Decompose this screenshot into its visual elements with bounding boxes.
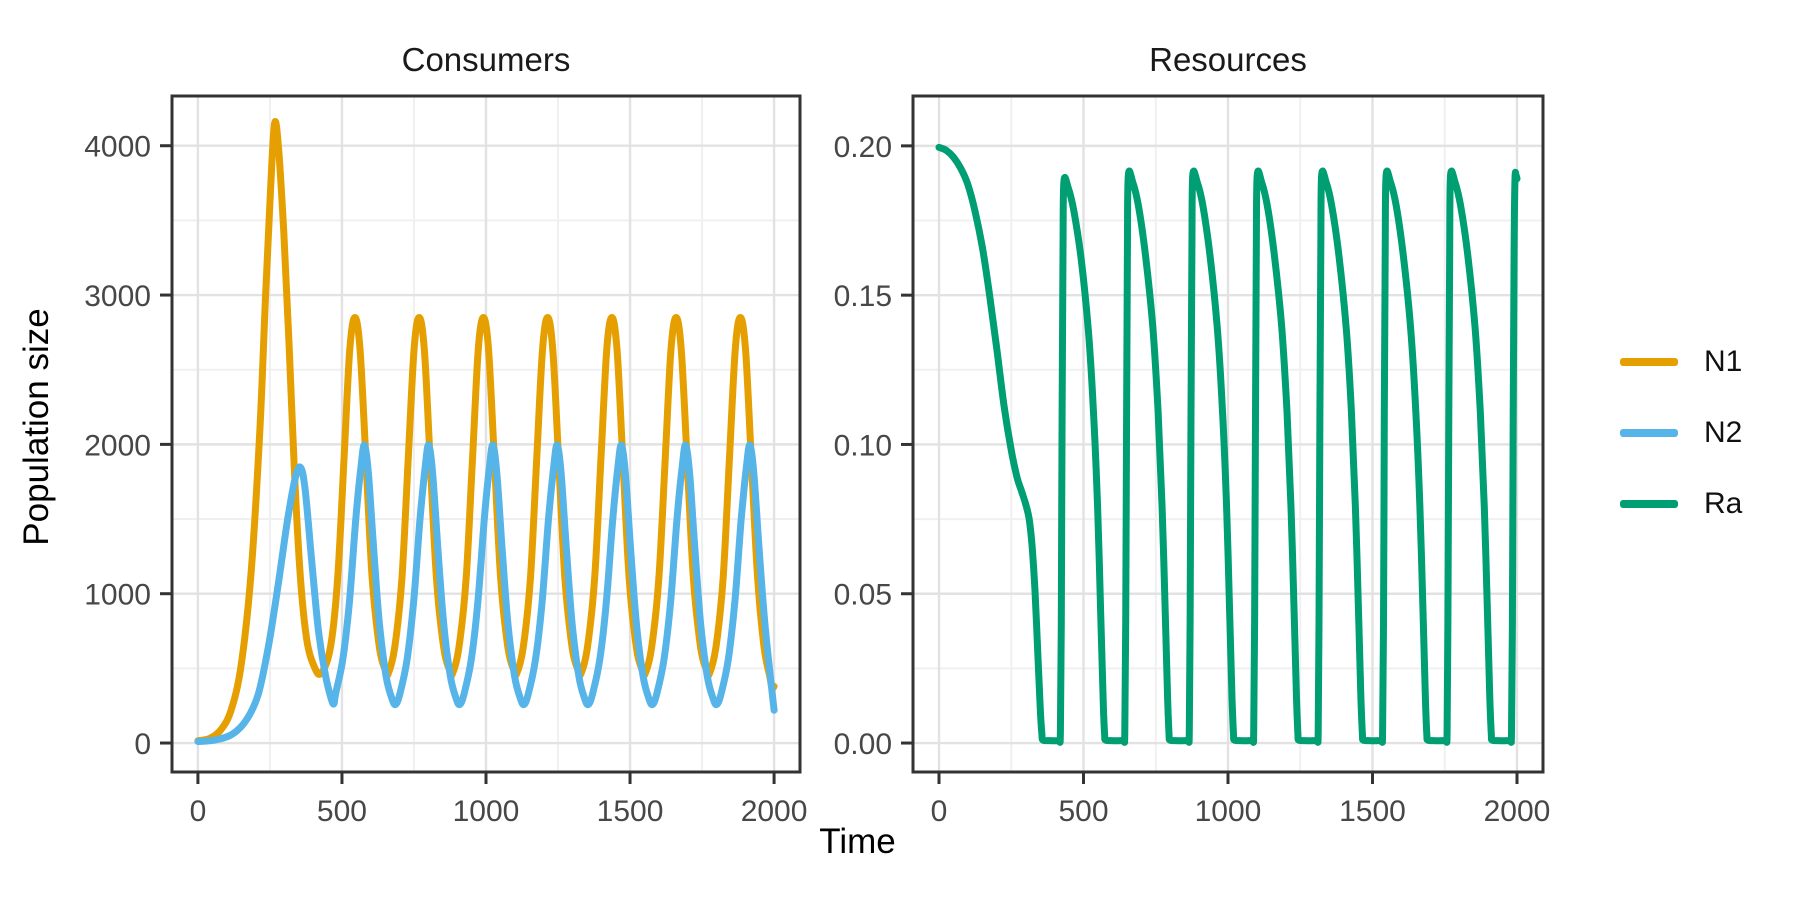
x-tick-label: 1000 bbox=[1195, 795, 1262, 828]
y-tick-label: 2000 bbox=[84, 429, 151, 462]
legend-swatch-n1 bbox=[1620, 358, 1678, 366]
facet-title-consumers: Consumers bbox=[401, 41, 571, 78]
x-tick-label: 1500 bbox=[597, 795, 664, 828]
x-axis-title: Time bbox=[819, 822, 896, 861]
x-tick-label: 2000 bbox=[741, 795, 808, 828]
y-tick-label: 0.00 bbox=[834, 728, 892, 761]
y-tick-label: 0.15 bbox=[834, 280, 892, 313]
y-tick-label: 0.05 bbox=[834, 579, 892, 612]
y-axis-title: Population size bbox=[17, 308, 56, 546]
y-tick-label: 0.10 bbox=[834, 429, 892, 462]
x-tick-label: 1000 bbox=[453, 795, 520, 828]
legend-label-ra: Ra bbox=[1704, 487, 1743, 520]
legend-label-n1: N1 bbox=[1704, 345, 1743, 378]
y-tick-label: 1000 bbox=[84, 579, 151, 612]
legend-swatch-n2 bbox=[1620, 429, 1678, 437]
x-tick-label: 2000 bbox=[1484, 795, 1551, 828]
legend-label-n2: N2 bbox=[1704, 416, 1743, 449]
y-tick-label: 0.20 bbox=[834, 131, 892, 164]
series-line-n2 bbox=[194, 441, 778, 745]
y-tick-label: 4000 bbox=[84, 131, 151, 164]
legend: N1 N2 Ra bbox=[1620, 342, 1742, 555]
facet-title-resources: Resources bbox=[1149, 41, 1307, 78]
series-line-ra bbox=[935, 143, 1521, 746]
y-tick-label: 0 bbox=[134, 728, 151, 761]
x-tick-label: 1500 bbox=[1339, 795, 1406, 828]
x-tick-label: 0 bbox=[190, 795, 207, 828]
legend-item-n2: N2 bbox=[1620, 413, 1742, 453]
y-tick-label: 3000 bbox=[84, 280, 151, 313]
x-tick-label: 0 bbox=[931, 795, 948, 828]
legend-item-ra: Ra bbox=[1620, 484, 1742, 524]
legend-swatch-ra bbox=[1620, 500, 1678, 508]
legend-item-n1: N1 bbox=[1620, 342, 1742, 382]
x-tick-label: 500 bbox=[317, 795, 367, 828]
x-tick-label: 500 bbox=[1058, 795, 1108, 828]
